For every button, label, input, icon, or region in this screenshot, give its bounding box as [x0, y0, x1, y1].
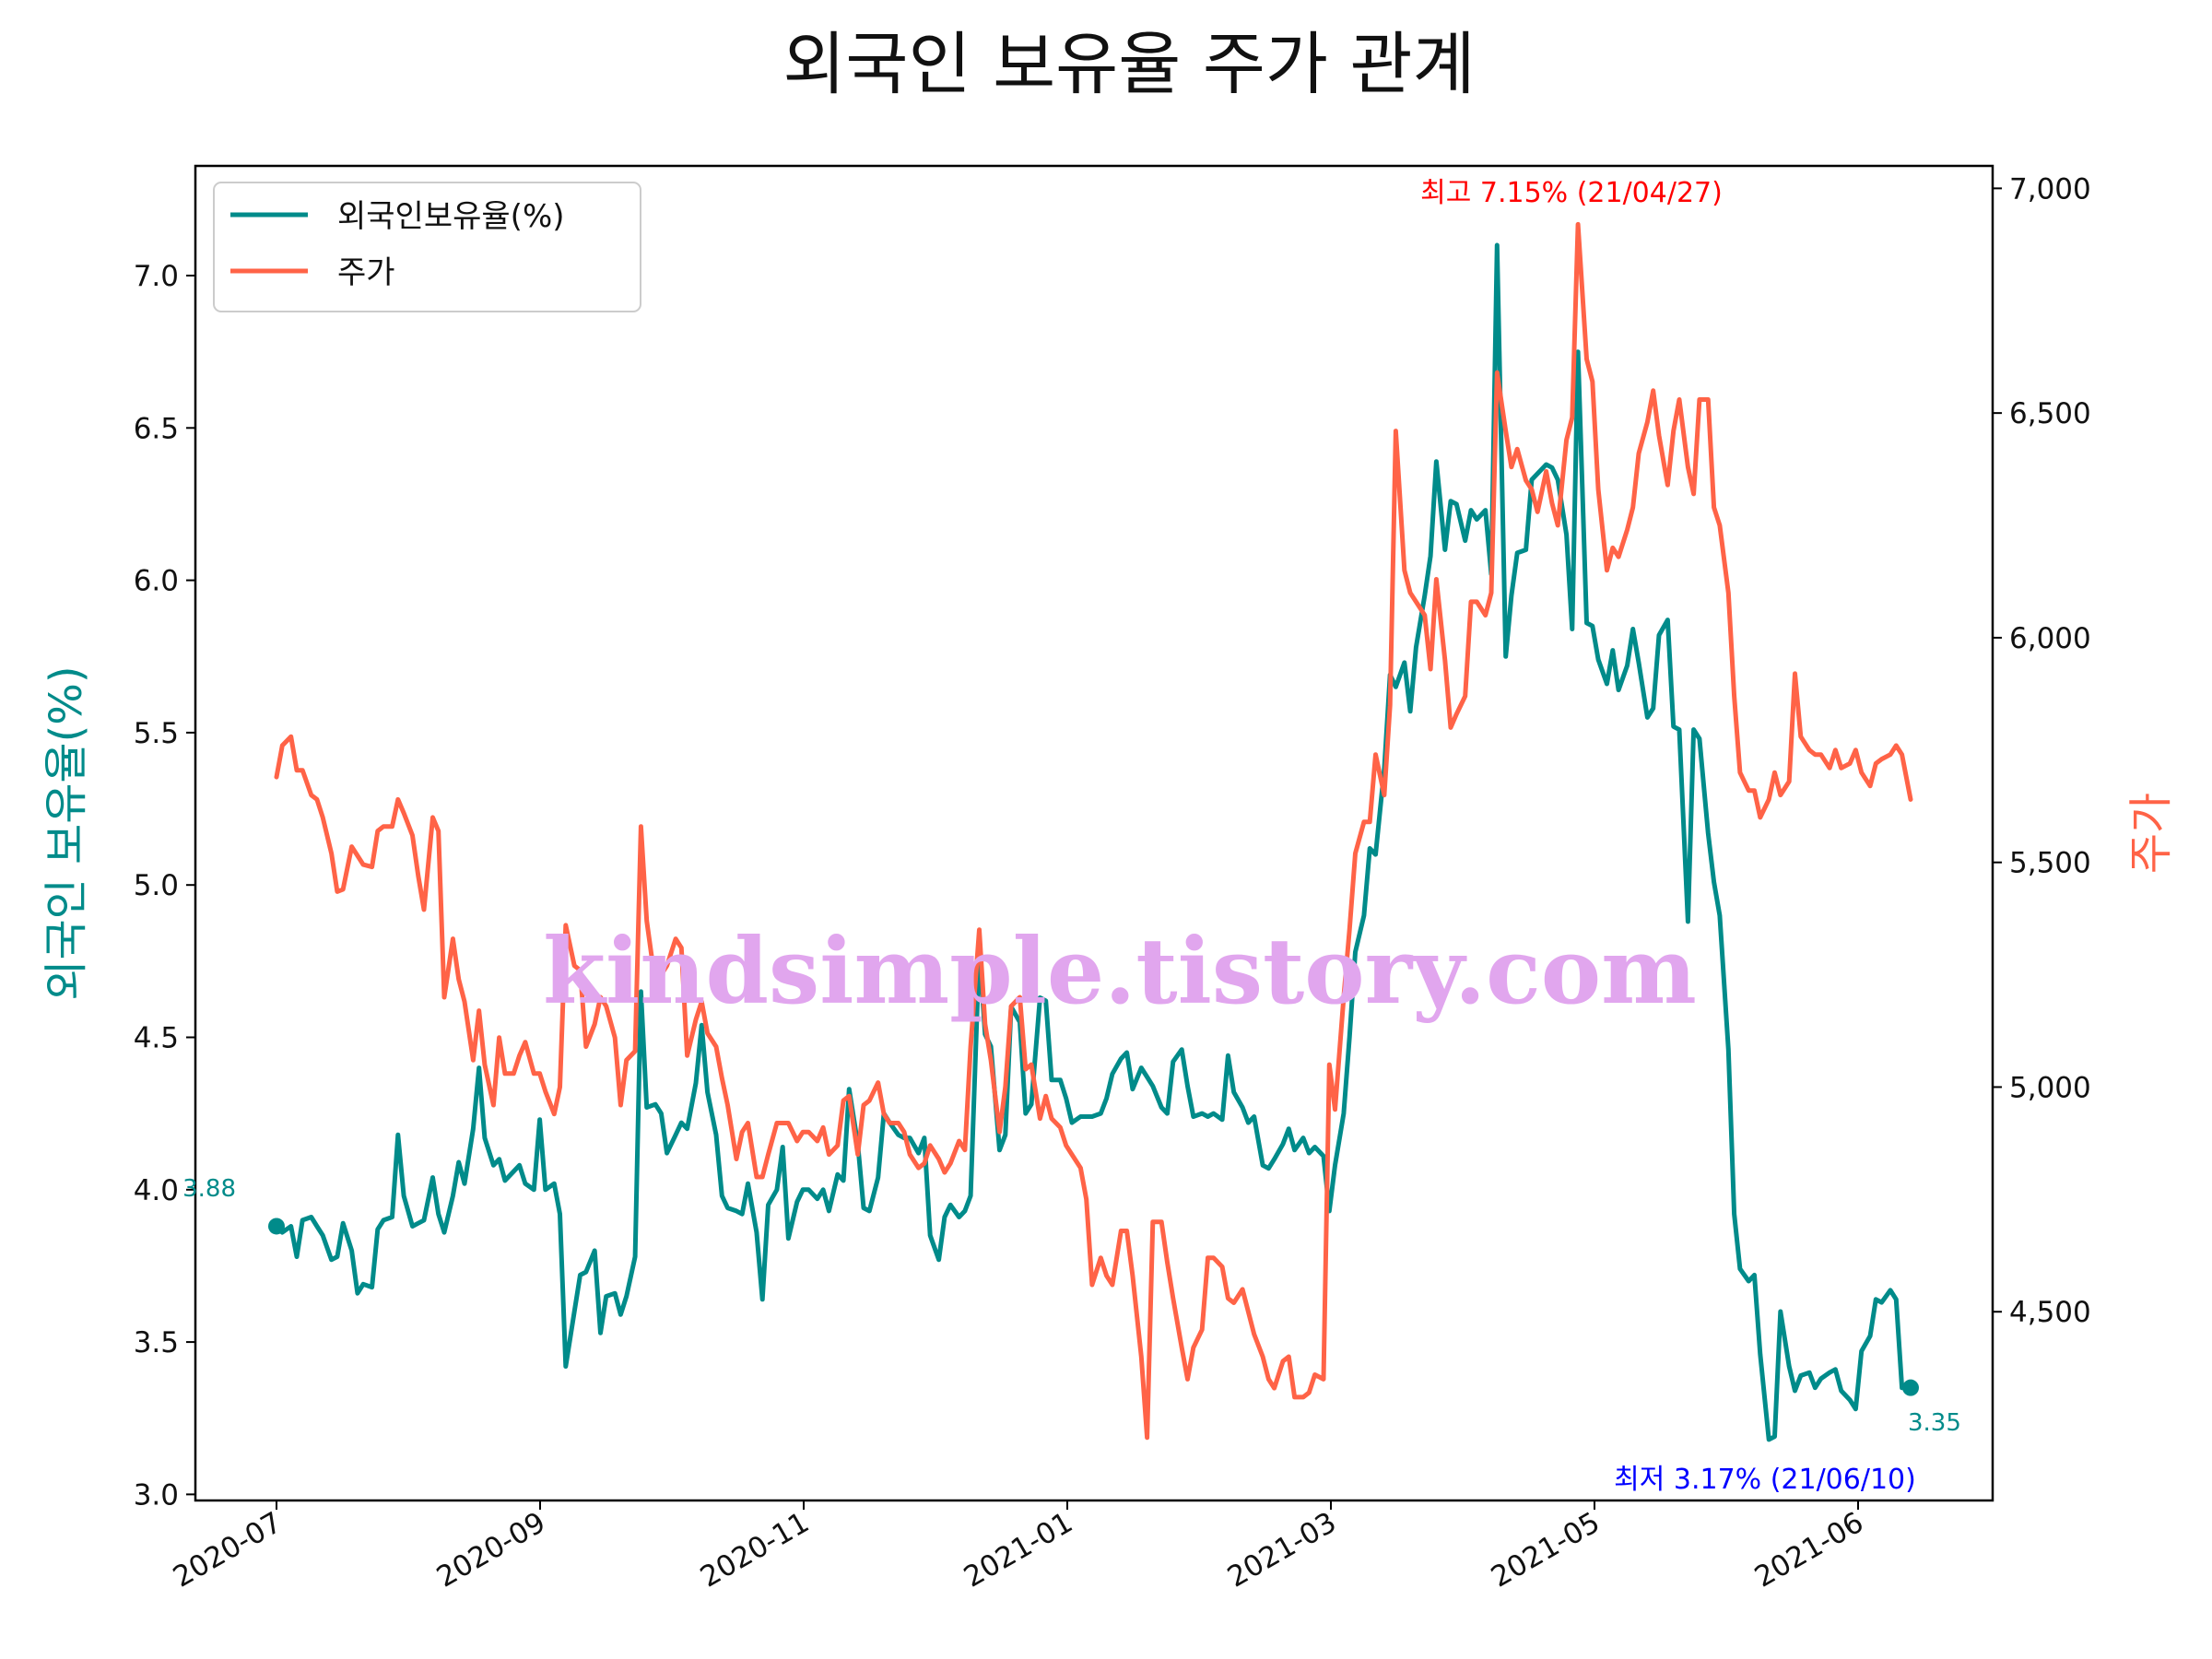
y1-tick-label: 6.0	[134, 565, 179, 598]
end-marker	[1902, 1379, 1919, 1396]
end-value-label: 3.35	[1908, 1409, 1961, 1437]
y1-tick-label: 3.5	[134, 1326, 179, 1359]
y1-tick-label: 5.0	[134, 869, 179, 902]
y2-tick-label: 5,500	[2009, 847, 2091, 880]
y2-tick-label: 6,500	[2009, 397, 2091, 430]
start-value-label: 3.88	[182, 1175, 236, 1203]
y1-tick-label: 3.0	[134, 1478, 179, 1512]
y1-axis-ticks: 3.0 3.5 4.0 4.5 5.0 5.5 6.0 6.5 7.0	[134, 260, 195, 1512]
legend: 외국인보유율(%) 주가	[213, 182, 641, 312]
legend-label-foreign: 외국인보유율(%)	[337, 198, 565, 235]
series-layer	[268, 221, 1919, 1442]
y2-tick-label: 6,000	[2009, 622, 2091, 655]
start-marker	[268, 1218, 285, 1235]
y1-tick-label: 7.0	[134, 260, 179, 293]
y2-axis-label: 주가	[2125, 793, 2177, 874]
legend-box	[213, 182, 641, 312]
y2-tick-label: 4,500	[2009, 1296, 2091, 1329]
y2-tick-label: 7,000	[2009, 172, 2091, 206]
y1-tick-label: 4.5	[134, 1021, 179, 1054]
legend-label-price: 주가	[337, 254, 395, 291]
y2-axis-ticks: 4,500 5,000 5,500 6,000 6,500 7,000	[1993, 172, 2091, 1329]
series-line-foreign-holding	[274, 242, 1913, 1442]
plot-area	[194, 164, 1994, 1502]
series-line-stock-price	[274, 221, 1913, 1441]
watermark: kindsimple.tistory.com	[543, 919, 1697, 1025]
min-annotation: 최저 3.17% (21/06/10)	[1614, 1464, 1916, 1496]
y1-tick-label: 5.5	[134, 717, 179, 750]
y1-tick-label: 4.0	[134, 1174, 179, 1207]
y1-tick-label: 6.5	[134, 412, 179, 445]
max-annotation: 최고 7.15% (21/04/27)	[1420, 177, 1723, 209]
y1-axis-label: 외국인 보유율(%)	[41, 665, 92, 1000]
y2-tick-label: 5,000	[2009, 1071, 2091, 1104]
chart-title: 외국인 보유율 주가 관계	[782, 25, 1475, 104]
